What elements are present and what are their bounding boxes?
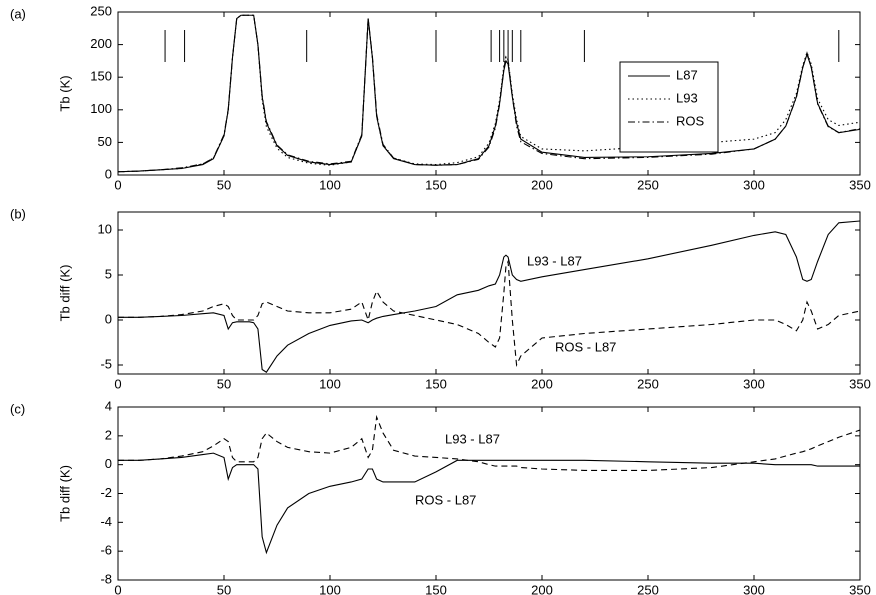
x-tick-label: 150 [425,376,447,391]
legend-box [619,61,719,153]
y-tick-label: 50 [98,134,112,149]
panel-label: (c) [10,401,25,416]
y-tick-label: -6 [100,543,112,558]
x-tick-label: 0 [114,582,121,595]
x-tick-label: 200 [531,177,553,192]
y-tick-label: 250 [90,3,112,18]
series-line [118,259,861,368]
x-tick-label: 350 [849,376,871,391]
x-tick-label: 0 [114,376,121,391]
x-tick-label: 50 [217,376,231,391]
annotation: L93 - L87 [445,431,500,446]
y-tick-label: -8 [100,571,112,586]
y-tick-label: 0 [105,166,112,181]
y-tick-label: -5 [100,356,112,371]
x-tick-label: 350 [849,177,871,192]
x-tick-label: 100 [319,177,341,192]
legend-label: ROS [676,113,705,128]
y-axis-label: Tb diff (K) [57,465,72,522]
x-tick-label: 100 [319,376,341,391]
x-tick-label: 150 [425,582,447,595]
y-tick-label: 10 [98,221,112,236]
series-line [118,414,861,471]
y-tick-label: 4 [105,398,112,413]
series-line [118,452,860,555]
x-tick-label: 250 [637,582,659,595]
x-tick-label: 50 [217,177,231,192]
panel-label: (a) [10,6,26,21]
y-tick-label: 2 [105,427,112,442]
x-tick-label: 200 [531,582,553,595]
y-tick-label: 5 [105,266,112,281]
y-axis-label: Tb (K) [57,75,72,111]
x-tick-label: 250 [637,376,659,391]
y-tick-label: 0 [105,456,112,471]
x-tick-label: 0 [114,177,121,192]
x-tick-label: 200 [531,376,553,391]
x-tick-label: 250 [637,177,659,192]
plot-frame [117,211,861,375]
x-tick-label: 300 [743,376,765,391]
y-axis-label: Tb diff (K) [57,265,72,322]
annotation: ROS - L87 [415,492,476,507]
annotation: ROS - L87 [555,339,616,354]
y-tick-label: -2 [100,485,112,500]
series-line [118,220,861,373]
x-tick-label: 100 [319,582,341,595]
y-tick-label: 200 [90,36,112,51]
y-tick-label: -4 [100,514,112,529]
legend-label: L93 [676,90,698,105]
series-line [117,14,861,173]
x-tick-label: 300 [743,582,765,595]
legend-label: L87 [676,67,698,82]
plot-frame [117,11,861,176]
x-tick-label: 150 [425,177,447,192]
annotation: L93 - L87 [527,253,582,268]
y-tick-label: 100 [90,101,112,116]
x-tick-label: 300 [743,177,765,192]
panel-label: (b) [10,206,26,221]
y-tick-label: 150 [90,69,112,84]
y-tick-label: 0 [105,311,112,326]
x-tick-label: 50 [217,582,231,595]
x-tick-label: 350 [849,582,871,595]
